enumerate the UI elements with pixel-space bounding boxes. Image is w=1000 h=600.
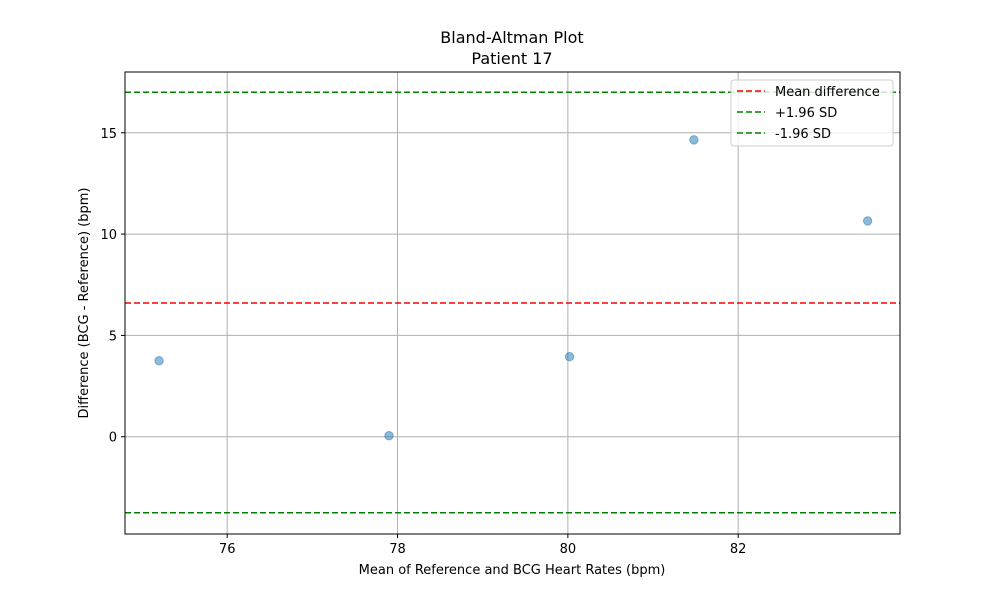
legend-items: Mean difference +1.96 SD -1.96 SD — [737, 85, 880, 142]
data-point — [689, 135, 699, 145]
y-tick-label: 5 — [109, 329, 117, 344]
y-tick-label: 0 — [109, 431, 117, 446]
data-point — [564, 351, 575, 362]
x-tick-label: 76 — [219, 542, 236, 557]
y-tick-label: 10 — [100, 228, 117, 243]
legend-box — [730, 79, 894, 147]
x-tick-label: 82 — [730, 542, 747, 557]
data-point — [384, 431, 394, 441]
legend-item-mean-difference: Mean difference — [775, 85, 880, 100]
legend-item-minus-1-96-sd: -1.96 SD — [775, 127, 831, 142]
data-point — [862, 216, 873, 226]
plot-frame — [124, 71, 901, 535]
data-points — [154, 135, 873, 441]
data-point — [154, 356, 164, 366]
chart-subtitle: Patient 17 — [471, 49, 552, 68]
reference-lines — [125, 91, 900, 514]
x-tick-label: 80 — [560, 542, 577, 557]
legend-item-plus-1-96-sd: +1.96 SD — [775, 106, 837, 121]
legend: Mean difference +1.96 SD -1.96 SD — [730, 79, 894, 147]
x-axis-label: Mean of Reference and BCG Heart Rates (b… — [359, 563, 666, 578]
y-tick-label: 15 — [100, 127, 117, 142]
axis-ticks: 76 78 80 82 0 5 10 15 — [100, 127, 746, 557]
chart-title: Bland-Altman Plot — [440, 28, 583, 47]
x-tick-label: 78 — [389, 542, 406, 557]
y-axis-label: Difference (BCG - Reference) (bpm) — [77, 188, 92, 419]
